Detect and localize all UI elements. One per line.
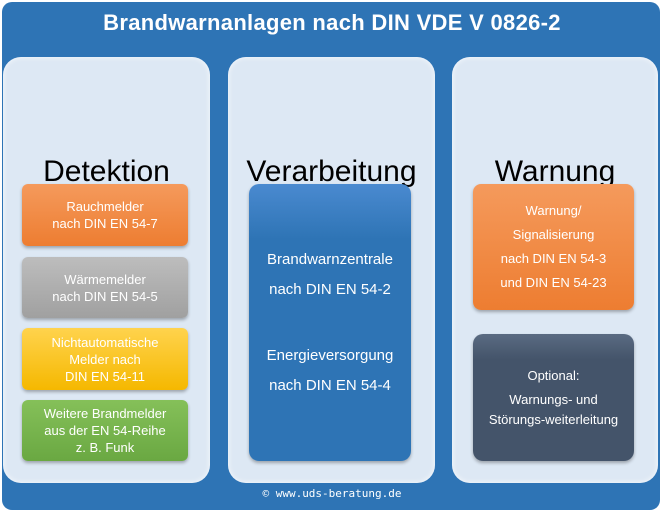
box-line: nach DIN EN 54-4 — [269, 376, 391, 394]
box-line: aus der EN 54-Reihe — [44, 423, 166, 438]
panel-heading: Verarbeitung — [246, 155, 417, 188]
box-line: Signalisierung — [512, 227, 595, 242]
box-line: DIN EN 54-11 — [65, 368, 145, 384]
box-waermemelder: Wärmemelder nach DIN EN 54-5 — [22, 257, 188, 318]
box-line: Melder nach — [69, 351, 141, 367]
box-line: Warnungs- und — [509, 391, 598, 407]
box-line: Störungs-weiterleitung — [488, 411, 619, 427]
box-nichtautomatische-melder: Nichtautomatische Melder nach DIN EN 54-… — [22, 328, 188, 390]
box-weitere-brandmelder: Weitere Brandmelder aus der EN 54-Reihe … — [22, 400, 188, 461]
panel-heading: Detektion — [43, 155, 170, 188]
box-line: Brandwarnzentrale — [267, 250, 393, 268]
box-optional-weiterleitung: Optional: Warnungs- und Störungs-weiterl… — [473, 334, 634, 461]
box-line: z. B. Funk — [75, 440, 135, 455]
copyright-footer: © www.uds-beratung.de — [262, 487, 402, 500]
box-line: Weitere Brandmelder — [43, 406, 167, 421]
panel-heading: Warnung — [494, 155, 616, 188]
box-line: Nichtautomatische — [51, 334, 159, 350]
box-line: Wärmemelder — [64, 271, 146, 287]
box-line: und DIN EN 54-23 — [500, 275, 607, 290]
box-line: Energieversorgung — [266, 346, 394, 364]
box-line: nach DIN EN 54-7 — [52, 216, 158, 231]
box-line: nach DIN EN 54-3 — [500, 251, 607, 266]
box-warnung-signalisierung: Warnung/ Signalisierung nach DIN EN 54-3… — [473, 184, 634, 310]
box-brandwarnzentrale: Brandwarnzentrale nach DIN EN 54-2 Energ… — [249, 184, 411, 461]
box-line: Optional: — [527, 367, 580, 383]
diagram-title: Brandwarnanlagen nach DIN VDE V 0826-2 — [103, 10, 561, 35]
box-rauchmelder: Rauchmelder nach DIN EN 54-7 — [22, 184, 188, 246]
box-line: Warnung/ — [525, 203, 582, 218]
box-line: nach DIN EN 54-5 — [52, 288, 158, 304]
box-line: nach DIN EN 54-2 — [269, 280, 391, 298]
box-line: Rauchmelder — [66, 199, 144, 214]
